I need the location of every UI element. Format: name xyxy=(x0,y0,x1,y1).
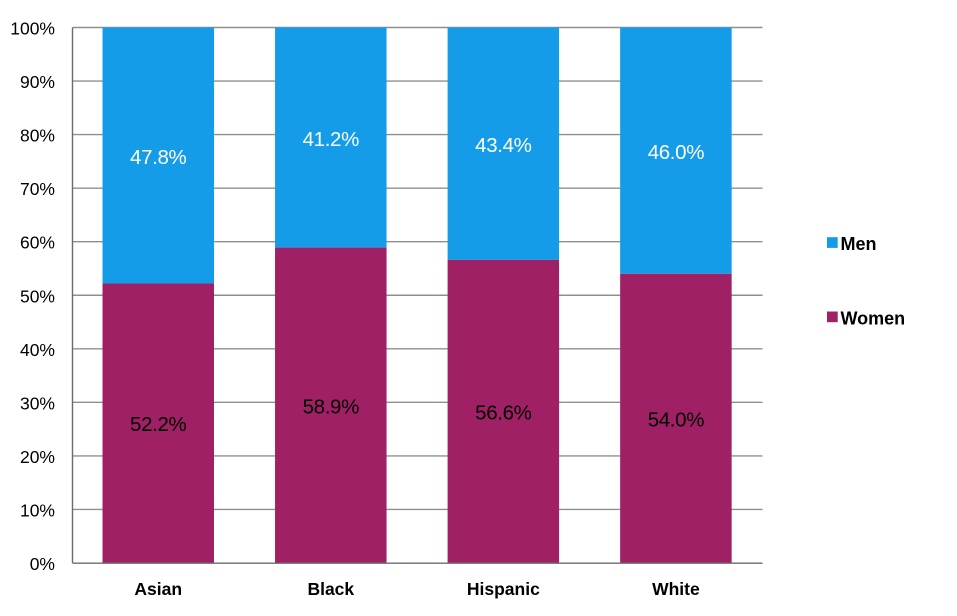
svg-text:47.8%: 47.8% xyxy=(130,146,186,169)
svg-text:100%: 100% xyxy=(10,19,55,39)
svg-text:60%: 60% xyxy=(20,233,55,253)
svg-text:20%: 20% xyxy=(20,447,55,467)
svg-text:46.0%: 46.0% xyxy=(648,141,704,164)
svg-text:50%: 50% xyxy=(20,286,55,306)
svg-text:80%: 80% xyxy=(20,126,55,146)
svg-text:10%: 10% xyxy=(20,500,55,520)
svg-text:30%: 30% xyxy=(20,393,55,413)
svg-text:43.4%: 43.4% xyxy=(475,134,531,157)
svg-text:58.9%: 58.9% xyxy=(303,395,359,418)
svg-text:Women: Women xyxy=(841,308,906,328)
svg-text:40%: 40% xyxy=(20,340,55,360)
svg-text:Black: Black xyxy=(307,579,354,599)
svg-text:Men: Men xyxy=(841,234,877,254)
svg-text:Hispanic: Hispanic xyxy=(467,579,540,599)
svg-text:0%: 0% xyxy=(30,554,55,574)
svg-text:54.0%: 54.0% xyxy=(648,408,704,431)
svg-text:56.6%: 56.6% xyxy=(475,402,531,425)
svg-text:52.2%: 52.2% xyxy=(130,413,186,436)
svg-text:90%: 90% xyxy=(20,72,55,92)
svg-text:70%: 70% xyxy=(20,179,55,199)
svg-text:White: White xyxy=(652,579,700,599)
svg-text:Asian: Asian xyxy=(134,579,182,599)
svg-text:41.2%: 41.2% xyxy=(303,128,359,151)
